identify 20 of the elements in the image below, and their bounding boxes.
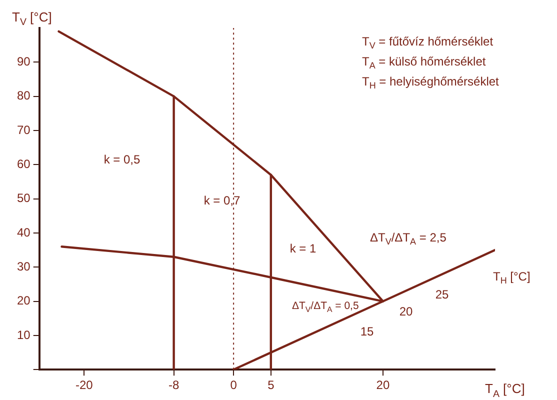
x-tick-label: 20: [376, 378, 390, 392]
y-tick-label: 10: [16, 328, 31, 342]
y-tick-label: 30: [16, 259, 31, 274]
annotation: 15: [360, 324, 374, 338]
x-tick-label: 5: [268, 378, 275, 392]
y-tick-label: 40: [16, 225, 31, 240]
y-tick-label: 60: [16, 156, 31, 171]
y-tick-label: 80: [16, 88, 31, 103]
x-tick-label: 0: [230, 378, 238, 392]
y-tick-label: 50: [16, 191, 31, 206]
y-tick-label: 70: [16, 122, 31, 137]
y-tick-label: 90: [16, 54, 31, 68]
annotation: k = 0,7: [204, 193, 241, 208]
x-tick-label: -8: [168, 378, 180, 392]
annotation: k = 0,5: [104, 152, 141, 166]
x-tick-label: -20: [75, 378, 94, 392]
annotation: k = 1: [290, 241, 316, 256]
y-tick-label: 20: [16, 294, 31, 308]
annotation: 20: [399, 304, 413, 318]
annotation: 25: [435, 287, 449, 302]
